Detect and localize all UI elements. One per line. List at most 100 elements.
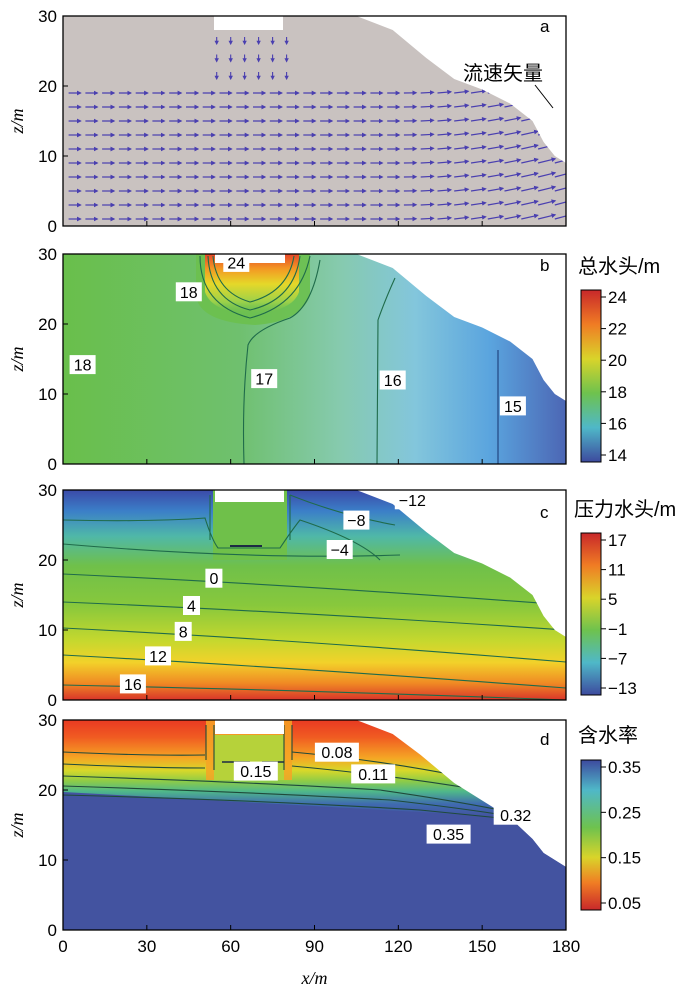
velocity-arrow xyxy=(487,172,505,178)
velocity-arrow xyxy=(437,145,453,151)
colorbar-tick-label: 18 xyxy=(608,383,627,402)
colorbar-c: 压力水头/m 17 11 5 −1 −7 −13 xyxy=(574,498,676,698)
velocity-arrow xyxy=(554,115,566,122)
velocity-arrow xyxy=(554,199,566,206)
field-d xyxy=(63,720,566,930)
contour-label: 16 xyxy=(384,373,402,390)
velocity-arrow xyxy=(504,144,522,150)
colorbar-tick-label: −7 xyxy=(608,649,627,668)
velocity-arrow xyxy=(470,102,487,108)
foundation-notch-c xyxy=(215,490,284,502)
contour-labels-d: 0.08 0.11 0.15 0.32 0.35 xyxy=(233,742,538,844)
velocity-arrow xyxy=(437,215,453,221)
velocity-arrow xyxy=(521,171,539,178)
velocity-arrow xyxy=(454,103,470,109)
velocity-arrow xyxy=(554,213,566,220)
contour-lines-b xyxy=(199,255,499,465)
velocity-arrow xyxy=(537,199,557,206)
colorbar-tick-label: 11 xyxy=(608,561,626,580)
colorbar-d: 含水率 0.35 0.25 0.15 0.05 xyxy=(578,724,641,913)
y-tick-label: 0 xyxy=(48,691,57,710)
velocity-arrow xyxy=(521,143,539,150)
contour-label-box xyxy=(205,568,223,588)
x-tick-label: 0 xyxy=(58,937,67,956)
velocity-arrow xyxy=(521,87,539,94)
velocity-arrow xyxy=(521,101,539,108)
velocity-arrow xyxy=(420,174,435,179)
velocity-arrow xyxy=(537,129,557,136)
velocity-arrow xyxy=(504,130,522,136)
velocity-arrow xyxy=(487,116,505,122)
colorbar-title-d: 含水率 xyxy=(578,724,638,747)
contour-label: 8 xyxy=(179,624,188,641)
foundation-notch-a xyxy=(214,16,283,30)
contour-label: 0 xyxy=(209,571,218,588)
velocity-arrow xyxy=(487,186,505,192)
velocity-arrow xyxy=(420,202,435,207)
velocity-arrow xyxy=(504,88,522,94)
contour-label: 12 xyxy=(149,649,167,666)
contour-label-box xyxy=(174,621,192,641)
velocity-arrow xyxy=(437,173,453,179)
velocity-arrow xyxy=(454,117,470,123)
x-tick-label: 120 xyxy=(384,937,412,956)
contour-label: 24 xyxy=(227,255,245,272)
contour-label: 4 xyxy=(187,599,196,616)
field-c xyxy=(63,490,566,700)
contour-label-box xyxy=(183,596,200,615)
contour-label-box xyxy=(351,764,396,784)
velocity-arrow xyxy=(454,89,470,95)
contour-labels-b: 24 18 18 17 16 15 xyxy=(69,252,526,416)
velocity-arrow xyxy=(437,117,453,123)
velocity-arrow xyxy=(504,200,522,206)
velocity-arrow xyxy=(437,159,453,165)
velocity-arrow xyxy=(454,159,470,165)
velocity-arrow xyxy=(521,185,539,192)
x-tick-label: 150 xyxy=(468,937,496,956)
velocity-arrow xyxy=(454,201,470,207)
velocity-arrow xyxy=(554,129,566,136)
y-tick-label: 20 xyxy=(38,551,57,570)
y-axis-label: z/m xyxy=(7,812,27,838)
contour-label: 16 xyxy=(124,677,142,694)
velocity-arrow xyxy=(487,158,505,164)
x-tick-label: 30 xyxy=(137,937,156,956)
x-tick-label: 60 xyxy=(221,937,240,956)
contour-label-box xyxy=(426,824,471,844)
velocity-arrow xyxy=(487,200,505,206)
contour-label: 0.15 xyxy=(240,764,271,781)
field-b xyxy=(63,254,566,464)
velocity-arrow xyxy=(420,104,435,109)
contour-label: 0.35 xyxy=(433,827,464,844)
colorbar-tick-label: −1 xyxy=(608,620,627,639)
panel-label-b: b xyxy=(540,256,549,275)
contour-label: −12 xyxy=(399,493,426,510)
y-tick-label: 30 xyxy=(38,7,57,26)
velocity-arrow xyxy=(504,186,522,192)
y-tick-label: 0 xyxy=(48,921,57,940)
colorbar-tick-label: 17 xyxy=(608,531,627,550)
contour-label-box xyxy=(314,742,359,762)
y-axis-label: z/m xyxy=(7,582,27,608)
panel-b: 24 18 18 17 16 15 b 总水头/m 24 22 20 18 16 14 xyxy=(62,252,660,465)
contour-label: −8 xyxy=(347,513,365,530)
colorbar-title-c: 压力水头/m xyxy=(574,498,676,521)
x-tick-label: 180 xyxy=(552,937,580,956)
velocity-arrow xyxy=(554,185,566,192)
colorbar-tick-label: 0.35 xyxy=(608,758,641,777)
velocity-arrow xyxy=(487,130,505,136)
velocity-arrow xyxy=(420,132,435,137)
foundation-notch-d xyxy=(215,720,284,734)
panel-a: a 流速矢量 xyxy=(62,15,567,227)
colorbar-b: 总水头/m 24 22 20 18 16 14 xyxy=(578,255,660,465)
contour-label-box xyxy=(493,805,538,825)
contour-label: 17 xyxy=(255,372,273,389)
panel-c: −12 −8 −4 04 8 12 16 c 压力水头/m 17 11 5 −1 −7 −13 xyxy=(62,489,676,701)
y-tick-label: 10 xyxy=(38,385,57,404)
velocity-arrow xyxy=(437,187,453,193)
foundation-notch-b xyxy=(215,254,285,263)
contour-label-box xyxy=(394,490,430,510)
y-tick-label: 10 xyxy=(38,147,57,166)
contour-label-box xyxy=(119,674,146,694)
velocity-arrow xyxy=(470,214,487,220)
